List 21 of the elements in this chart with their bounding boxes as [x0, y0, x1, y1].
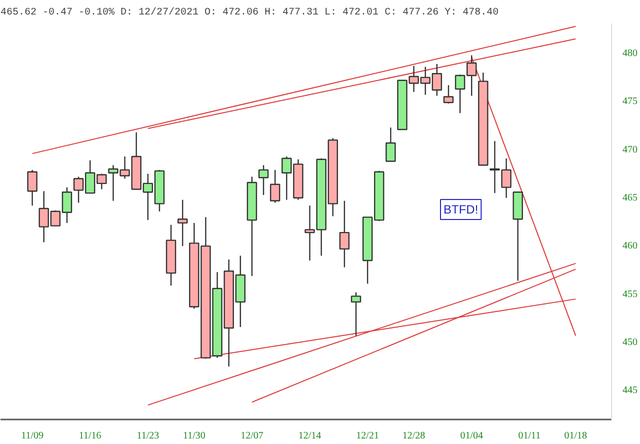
x-tick-label: 12/07	[240, 430, 264, 442]
y-tick-label: 475	[622, 96, 638, 108]
chart-title: 465.62 -0.47 -0.10% D: 12/27/2021 O: 472.06 H: 477.31 L: 472.01 C: 477.26 Y: 478.40	[0, 6, 499, 18]
x-tick-label: 11/09	[21, 430, 44, 442]
y-tick-label: 480	[622, 48, 638, 59]
x-tick-label: 12/14	[298, 430, 322, 442]
x-tick-label: 11/16	[78, 430, 102, 442]
x-tick-label: 11/23	[136, 430, 160, 442]
x-tick-label: 12/21	[356, 430, 379, 442]
y-tick-label: 470	[622, 144, 638, 156]
x-tick-label: 12/28	[402, 430, 426, 442]
annotation: BTFD!	[444, 202, 478, 216]
x-tick-label: 01/18	[564, 430, 588, 442]
x-tick-label: 01/04	[460, 430, 484, 442]
y-tick-label: 445	[622, 385, 638, 396]
x-tick-label: 01/11	[518, 430, 541, 442]
y-tick-label: 450	[622, 336, 638, 348]
y-tick-label: 465	[622, 192, 638, 204]
y-tick-label: 460	[622, 240, 638, 252]
x-tick-label: 11/30	[182, 430, 206, 442]
y-tick-label: 455	[622, 288, 638, 300]
